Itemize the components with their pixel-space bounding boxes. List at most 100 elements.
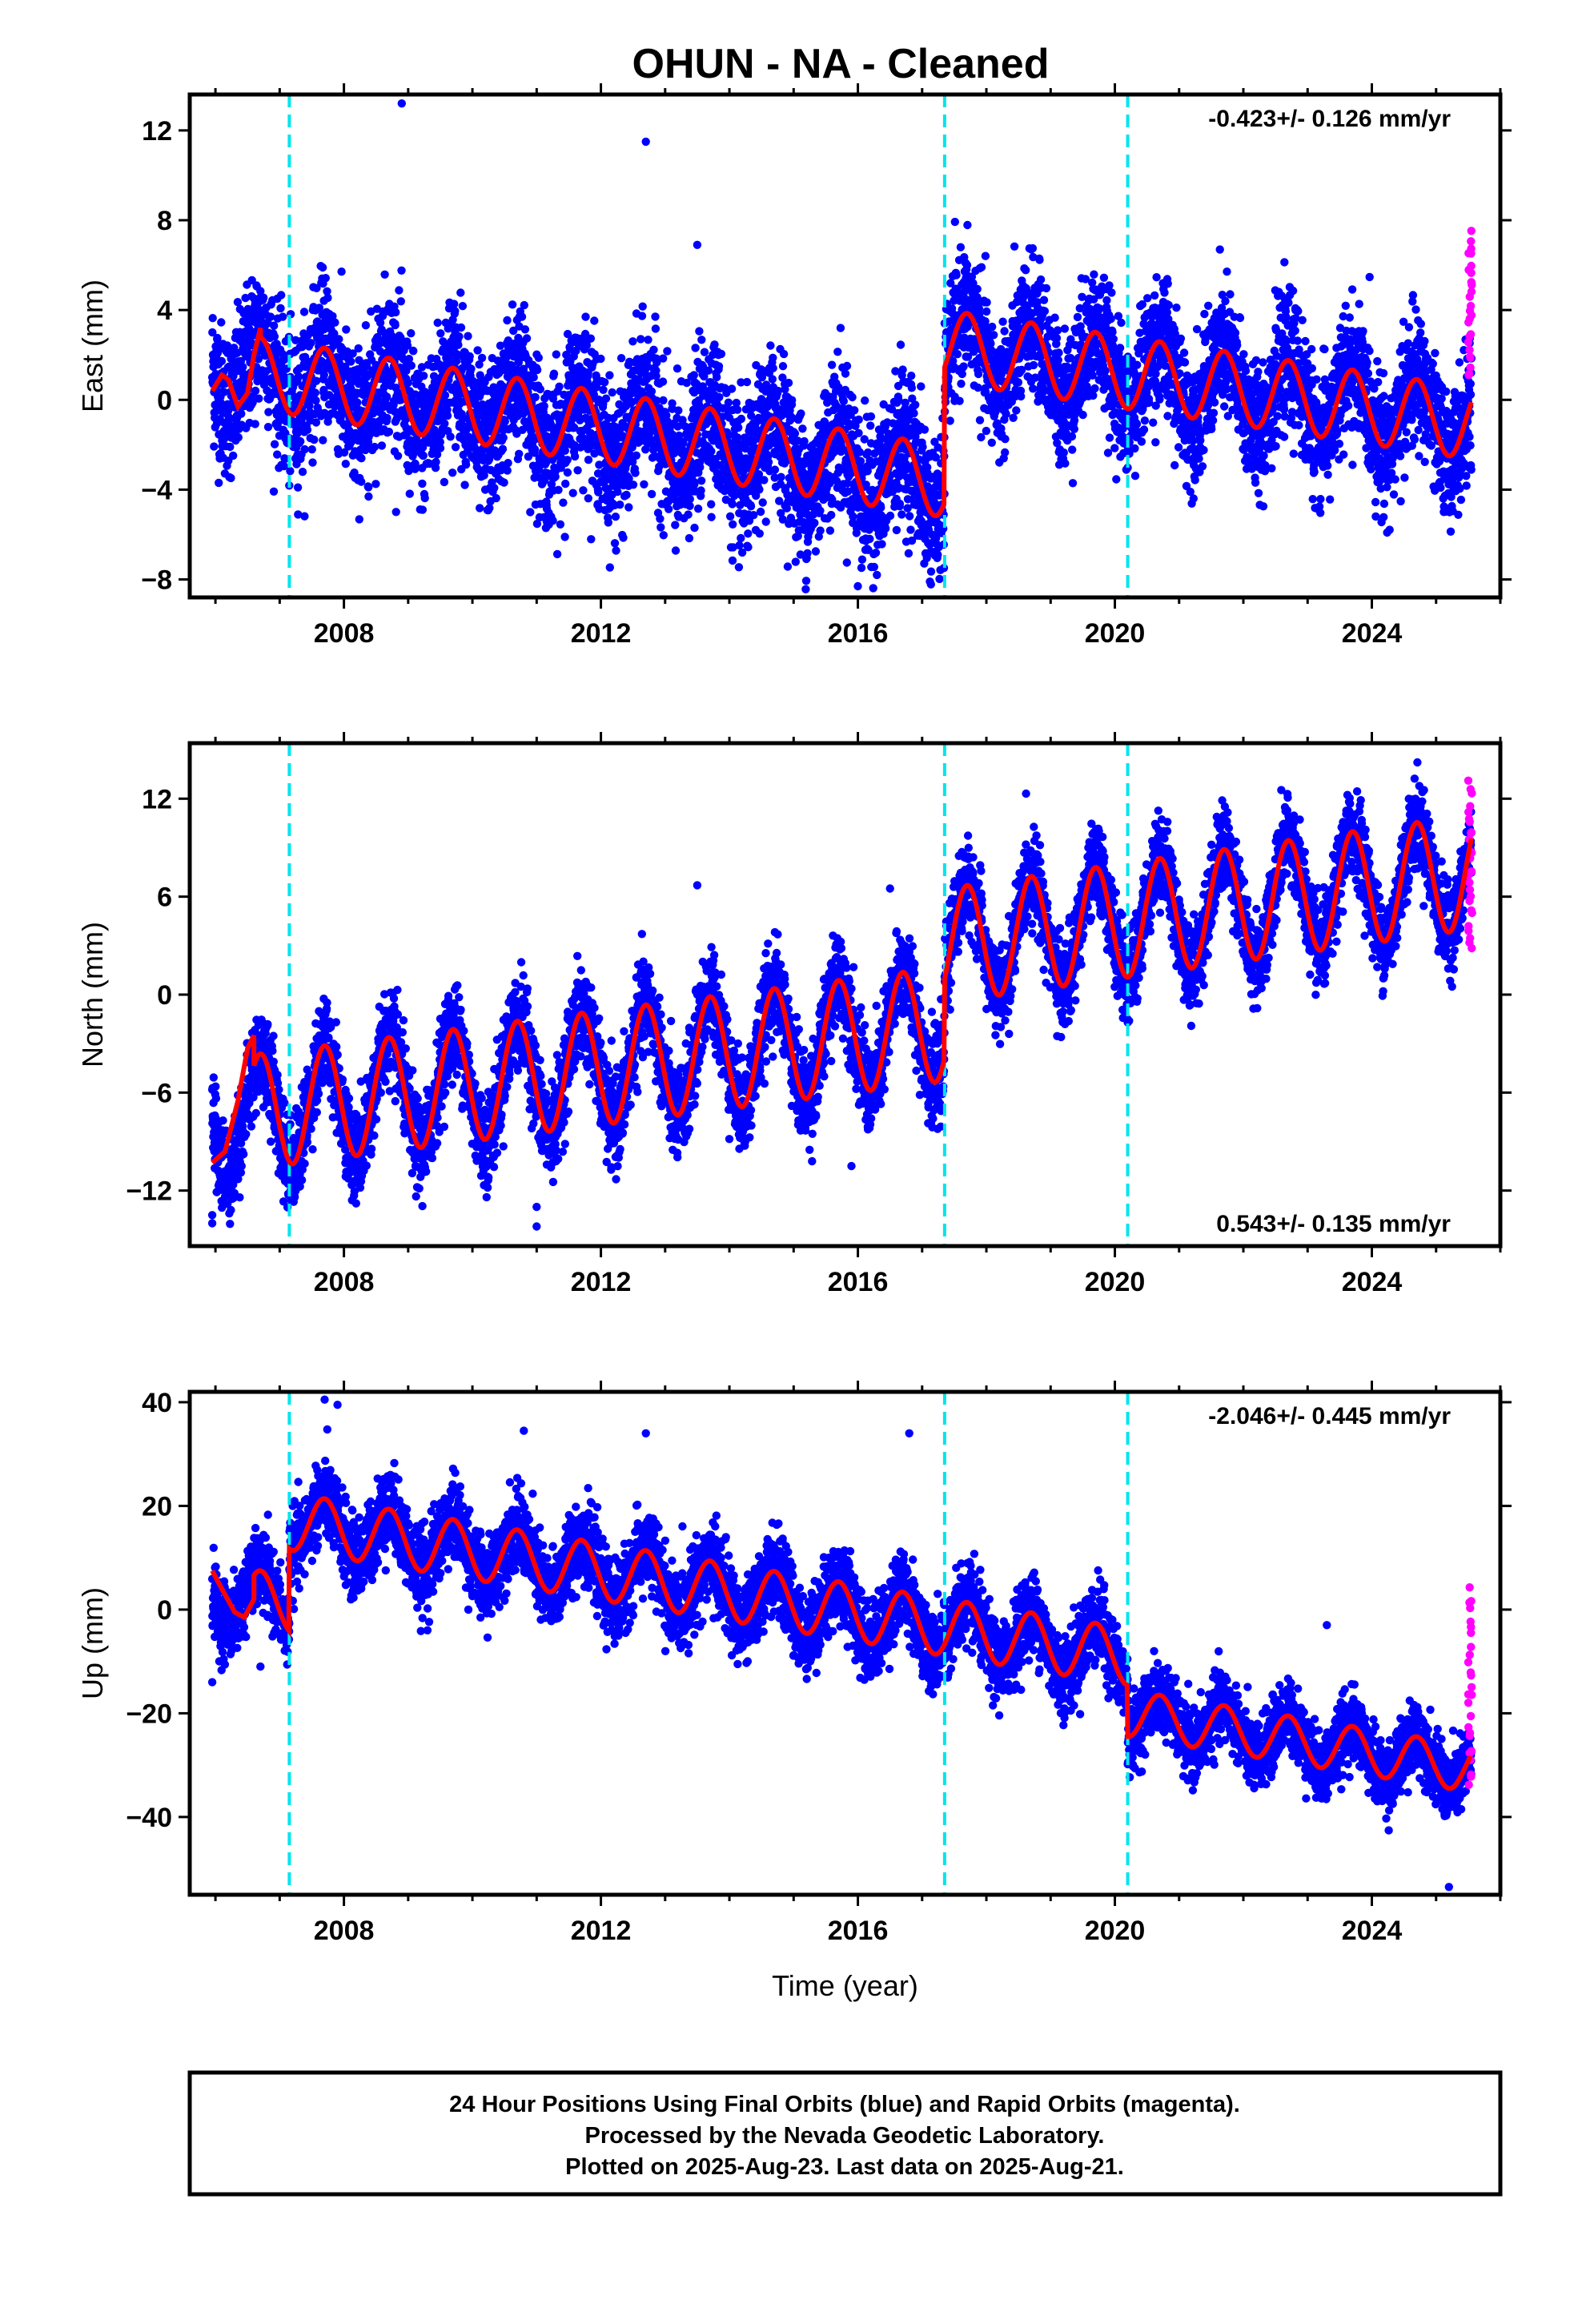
final-point bbox=[665, 505, 673, 513]
final-point bbox=[1035, 255, 1044, 264]
final-point bbox=[514, 358, 523, 367]
final-point bbox=[454, 340, 463, 349]
final-point bbox=[500, 478, 508, 487]
final-point bbox=[605, 563, 614, 572]
final-point bbox=[357, 454, 366, 463]
final-point bbox=[803, 549, 812, 558]
final-point bbox=[554, 485, 563, 494]
final-point bbox=[323, 293, 332, 303]
final-point bbox=[1012, 406, 1021, 415]
final-point bbox=[696, 463, 705, 472]
final-point bbox=[556, 520, 565, 529]
final-point bbox=[581, 312, 590, 321]
final-point bbox=[532, 365, 542, 375]
final-point bbox=[790, 429, 800, 438]
final-point bbox=[419, 451, 428, 460]
final-point bbox=[816, 506, 825, 515]
final-point bbox=[685, 495, 694, 504]
final-point bbox=[956, 243, 966, 251]
final-point bbox=[628, 337, 637, 346]
final-point bbox=[498, 444, 508, 453]
final-point bbox=[363, 362, 371, 371]
final-point bbox=[395, 286, 404, 295]
final-point bbox=[460, 480, 469, 489]
final-point bbox=[552, 549, 562, 559]
final-point bbox=[854, 428, 863, 437]
final-point bbox=[311, 376, 321, 385]
final-point bbox=[461, 460, 471, 469]
final-point bbox=[476, 504, 484, 513]
final-point bbox=[788, 396, 797, 404]
final-point bbox=[987, 438, 997, 447]
final-point bbox=[1052, 334, 1062, 343]
final-point bbox=[769, 353, 777, 362]
final-point bbox=[833, 348, 842, 356]
final-point bbox=[651, 324, 661, 333]
final-point bbox=[273, 450, 282, 459]
final-point bbox=[277, 291, 286, 300]
final-point bbox=[755, 485, 764, 494]
final-point bbox=[1039, 296, 1049, 304]
final-point bbox=[1070, 424, 1079, 433]
final-point bbox=[219, 388, 228, 396]
final-point bbox=[1036, 275, 1046, 284]
final-point bbox=[656, 523, 665, 532]
final-point bbox=[628, 480, 638, 489]
final-point bbox=[959, 362, 968, 371]
final-point bbox=[977, 263, 986, 271]
final-point bbox=[375, 318, 385, 328]
final-point bbox=[798, 424, 807, 433]
final-point bbox=[490, 484, 499, 493]
final-point bbox=[917, 382, 926, 391]
final-point bbox=[279, 312, 287, 321]
final-point bbox=[1017, 392, 1026, 401]
final-point bbox=[213, 333, 222, 343]
final-point bbox=[465, 352, 474, 361]
final-point bbox=[208, 314, 217, 323]
final-point bbox=[783, 562, 793, 571]
final-point bbox=[689, 371, 698, 380]
final-point bbox=[347, 357, 355, 366]
final-point bbox=[849, 512, 857, 521]
final-point bbox=[217, 356, 227, 366]
final-point bbox=[532, 519, 542, 529]
final-point bbox=[361, 321, 371, 330]
final-point bbox=[307, 445, 316, 454]
final-point bbox=[323, 287, 331, 296]
final-point bbox=[691, 344, 700, 352]
final-point bbox=[1050, 313, 1059, 322]
final-point bbox=[907, 384, 917, 392]
final-orbit-points bbox=[207, 99, 1476, 597]
final-point bbox=[871, 549, 881, 557]
final-point bbox=[861, 396, 869, 405]
final-point bbox=[300, 512, 309, 521]
final-point bbox=[396, 297, 405, 306]
final-point bbox=[226, 442, 235, 452]
final-point bbox=[420, 493, 429, 503]
final-point bbox=[237, 409, 246, 418]
final-point bbox=[391, 320, 400, 330]
final-point bbox=[885, 511, 895, 521]
final-point bbox=[920, 425, 930, 434]
final-point bbox=[310, 435, 319, 444]
final-point bbox=[522, 334, 532, 343]
final-point bbox=[715, 392, 724, 402]
final-point bbox=[1053, 326, 1062, 335]
final-point bbox=[1054, 356, 1063, 364]
final-point bbox=[559, 498, 568, 507]
final-point bbox=[873, 570, 881, 580]
final-point bbox=[801, 585, 810, 593]
final-point bbox=[499, 433, 508, 442]
final-point bbox=[337, 267, 346, 276]
final-point bbox=[276, 304, 285, 313]
final-point bbox=[418, 479, 427, 489]
final-point bbox=[210, 442, 219, 451]
final-point bbox=[384, 428, 394, 436]
final-point bbox=[251, 420, 259, 428]
final-point bbox=[778, 362, 788, 371]
final-point bbox=[364, 483, 373, 492]
final-point bbox=[355, 515, 363, 524]
final-point bbox=[294, 372, 303, 381]
final-point bbox=[622, 490, 631, 500]
